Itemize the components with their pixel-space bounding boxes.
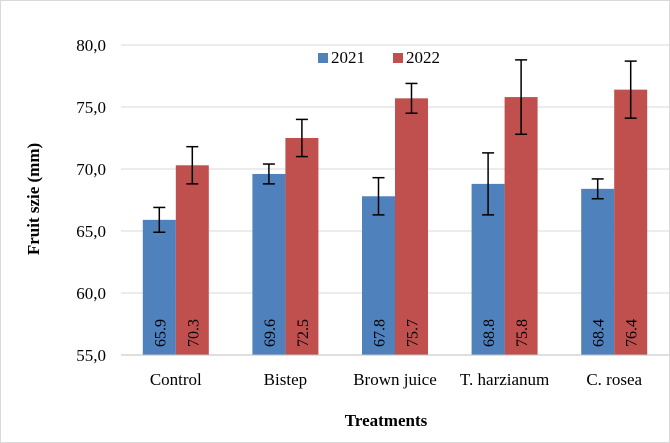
x-tick-label: T. harzianum — [460, 370, 549, 389]
bars — [142, 89, 648, 355]
data-label: 72.5 — [295, 319, 312, 347]
x-axis-ticks: Control Bistep Brown juice T. harzianum C. r… — [150, 370, 643, 389]
data-label: 75.7 — [405, 319, 422, 347]
x-axis-title: Treatments — [345, 411, 428, 430]
bar-2021 — [362, 196, 395, 355]
data-label: 67.8 — [372, 319, 389, 347]
bar-2022 — [614, 89, 648, 355]
y-tick-label: 60,0 — [76, 284, 106, 303]
y-axis-title: Fruit szie (mm) — [24, 143, 43, 255]
error-bars — [153, 59, 637, 233]
data-label: 75.8 — [514, 319, 531, 347]
data-label: 69.6 — [262, 319, 279, 347]
data-label: 70.3 — [185, 319, 202, 347]
legend: 2021 2022 — [318, 48, 440, 67]
data-label: 68.8 — [481, 319, 498, 347]
data-label: 76.4 — [624, 319, 641, 347]
data-label: 68.4 — [591, 319, 608, 347]
x-tick-label: Control — [150, 370, 202, 389]
y-tick-label: 80,0 — [76, 36, 106, 55]
data-labels: 65.9 70.3 69.6 72.5 67.8 75.7 68.8 75.8 68.4 76.4 — [152, 319, 640, 347]
bar-2022 — [285, 138, 319, 355]
bar-2022 — [504, 97, 538, 355]
y-tick-label: 75,0 — [76, 98, 106, 117]
bar-2021 — [142, 219, 176, 355]
legend-label: 2021 — [331, 48, 365, 67]
legend-swatch — [393, 53, 403, 63]
bar-2022 — [175, 165, 209, 355]
bar-2021 — [581, 188, 615, 355]
y-tick-label: 65,0 — [76, 222, 106, 241]
x-tick-label: C. rosea — [586, 370, 642, 389]
y-tick-label: 55,0 — [76, 346, 106, 365]
bar-2022 — [395, 98, 428, 355]
bar-2021 — [252, 173, 286, 355]
x-tick-label: Brown juice — [353, 370, 437, 389]
legend-label: 2022 — [406, 48, 440, 67]
legend-swatch — [318, 53, 328, 63]
y-tick-label: 70,0 — [76, 160, 106, 179]
x-tick-label: Bistep — [264, 370, 307, 389]
data-label: 65.9 — [152, 319, 169, 347]
y-axis-ticks: 55,0 60,0 65,0 70,0 75,0 80,0 — [76, 36, 106, 365]
